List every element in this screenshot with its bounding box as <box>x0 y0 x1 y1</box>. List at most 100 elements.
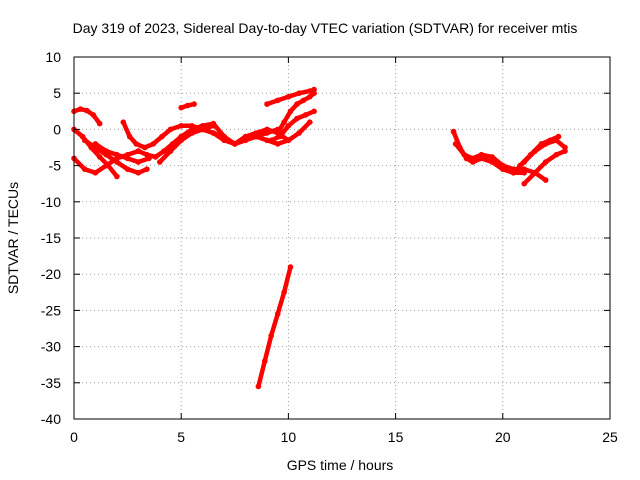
series-track-12 <box>253 119 313 147</box>
data-point <box>92 170 99 176</box>
data-point <box>510 170 517 176</box>
data-point <box>553 151 560 158</box>
data-point <box>96 120 103 127</box>
data-point <box>92 141 99 147</box>
data-point <box>167 148 174 154</box>
y-tick-label: -10 <box>41 194 61 210</box>
data-point <box>142 144 148 151</box>
data-point <box>120 119 127 125</box>
data-point <box>167 126 174 133</box>
series-track-14 <box>274 90 317 136</box>
data-point <box>232 141 238 147</box>
data-point <box>307 88 313 94</box>
x-tick-label: 0 <box>70 429 78 445</box>
data-point <box>302 112 309 118</box>
data-point <box>562 148 568 154</box>
y-tick-label: -25 <box>41 302 61 318</box>
data-point <box>124 155 131 162</box>
data-point <box>307 119 313 125</box>
series-layer <box>71 86 568 390</box>
y-axis: -40 -35 -30 -25 -20 -15 -10 -5 0 5 10 <box>41 49 610 427</box>
data-point <box>161 148 167 154</box>
data-point <box>144 151 150 158</box>
series-track-1 <box>71 106 103 127</box>
data-point <box>274 141 281 147</box>
data-point <box>555 133 562 140</box>
data-point <box>285 94 292 100</box>
data-point <box>274 97 281 104</box>
data-point <box>262 358 268 364</box>
data-point <box>81 166 88 172</box>
data-point <box>221 133 227 140</box>
data-point <box>264 137 270 144</box>
data-point <box>500 162 506 169</box>
data-point <box>159 133 165 140</box>
data-point <box>178 104 184 111</box>
data-point <box>527 151 534 158</box>
data-point <box>542 177 549 183</box>
data-point <box>90 112 97 118</box>
data-point <box>96 154 103 160</box>
data-point <box>532 170 538 176</box>
data-point <box>538 141 545 147</box>
y-tick-label: 0 <box>53 121 61 137</box>
data-point <box>114 159 120 165</box>
data-point <box>294 115 300 122</box>
series-line <box>517 134 561 168</box>
data-point <box>135 159 142 165</box>
data-point <box>210 130 217 136</box>
data-point <box>287 108 294 115</box>
series-line <box>178 121 280 147</box>
y-axis-title: SDTVAR / TECUs <box>5 182 21 294</box>
data-point <box>242 133 249 140</box>
data-point <box>150 141 157 147</box>
data-point <box>103 162 109 169</box>
grid-lines <box>74 57 610 419</box>
series-track-4 <box>81 137 150 176</box>
y-tick-label: -15 <box>41 230 61 246</box>
data-point <box>126 133 133 140</box>
series-track-21 <box>517 133 562 169</box>
data-point <box>268 137 275 144</box>
data-point <box>103 148 109 154</box>
series-line <box>453 141 548 183</box>
series-track-16 <box>255 264 294 390</box>
x-tick-label: 5 <box>177 429 185 445</box>
data-point <box>281 119 287 125</box>
series-track-5 <box>92 141 152 165</box>
data-point <box>311 86 317 93</box>
data-point <box>199 123 206 129</box>
chart-title: Day 319 of 2023, Sidereal Day-to-day VTE… <box>73 20 578 36</box>
data-point <box>255 383 262 390</box>
data-point <box>521 166 527 172</box>
data-point <box>210 120 217 127</box>
data-point <box>135 148 142 154</box>
data-point <box>144 166 150 172</box>
series-line <box>256 264 293 389</box>
data-point <box>294 101 300 107</box>
data-point <box>264 101 270 107</box>
data-point <box>157 159 163 165</box>
data-point <box>191 101 197 107</box>
data-point <box>470 155 476 162</box>
data-point <box>287 264 294 270</box>
y-tick-label: -30 <box>41 339 61 355</box>
data-point <box>450 128 457 135</box>
data-point <box>517 162 523 169</box>
x-axis: 0 5 10 15 20 25 <box>70 57 618 445</box>
y-tick-label: -40 <box>41 411 61 427</box>
y-tick-label: 5 <box>53 85 61 101</box>
x-tick-label: 15 <box>388 429 404 445</box>
x-tick-label: 25 <box>602 429 618 445</box>
y-tick-label: -20 <box>41 266 61 282</box>
data-point <box>307 94 313 100</box>
data-point <box>135 170 142 176</box>
data-point <box>133 141 139 147</box>
data-point <box>296 90 302 96</box>
data-point <box>77 106 84 112</box>
data-point <box>285 123 292 129</box>
series-track-10 <box>178 101 197 111</box>
data-point <box>264 126 270 133</box>
x-tick-label: 20 <box>495 429 511 445</box>
